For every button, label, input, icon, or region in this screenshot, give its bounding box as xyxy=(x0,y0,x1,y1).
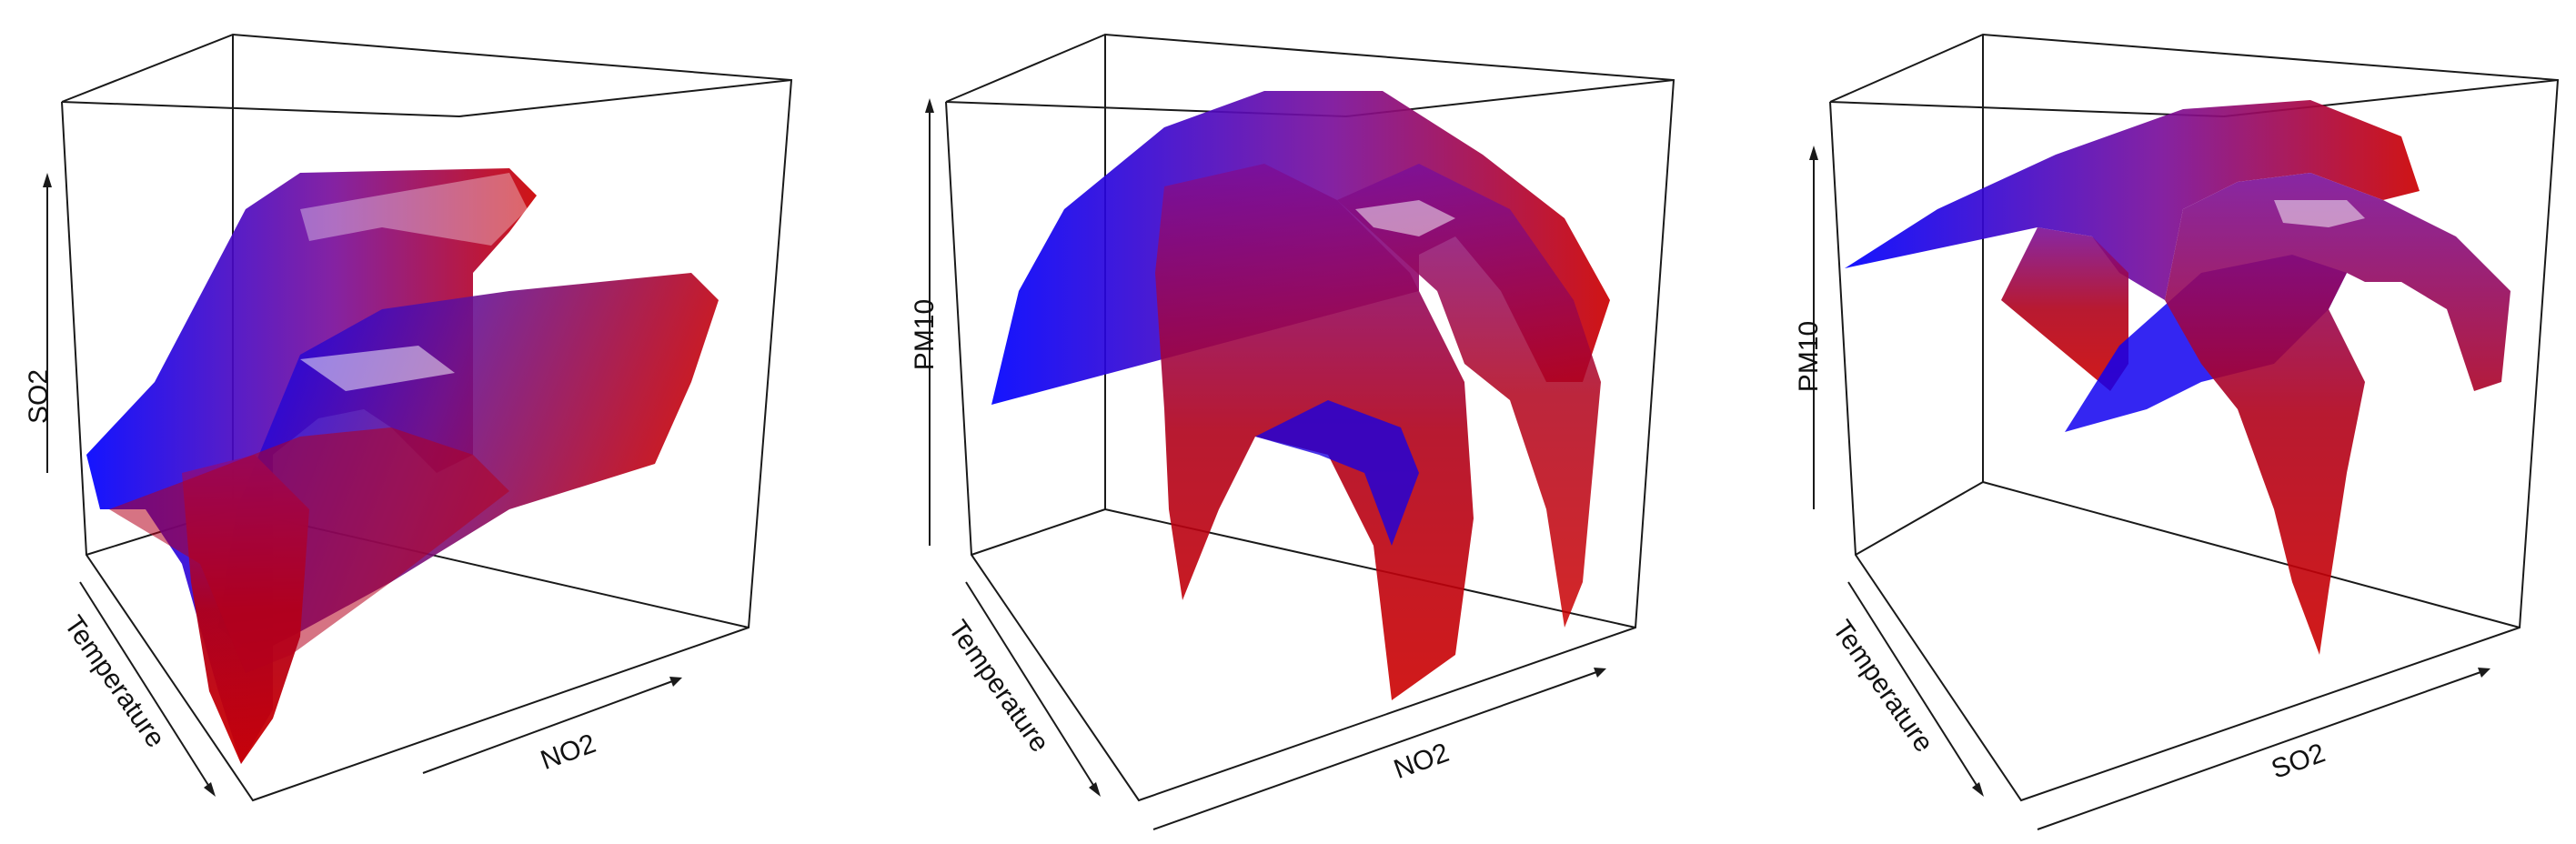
panel-3-z-label: PM10 xyxy=(1794,321,1824,392)
panel-3-axes xyxy=(1809,146,2490,830)
panel-2-y-label: NO2 xyxy=(1390,738,1453,785)
panel-3: PM10 Temperature SO2 xyxy=(1794,33,2560,830)
panel-3-surface xyxy=(1845,100,2511,655)
panel-2: PM10 Temperature NO2 xyxy=(910,33,1675,830)
panel-1-surface xyxy=(86,168,719,764)
panel-1-x-label: Temperature xyxy=(58,610,171,753)
panel-2-z-label: PM10 xyxy=(910,299,940,370)
panel-2-surface xyxy=(991,91,1610,700)
panel-2-axes xyxy=(925,98,1606,830)
panel-1-z-label: SO2 xyxy=(24,369,54,424)
panel-1: SO2 Temperature NO2 xyxy=(24,33,793,802)
panel-1-y-label: NO2 xyxy=(537,728,599,776)
panel-1-axes xyxy=(43,173,682,797)
panel-2-x-label: Temperature xyxy=(942,615,1055,758)
